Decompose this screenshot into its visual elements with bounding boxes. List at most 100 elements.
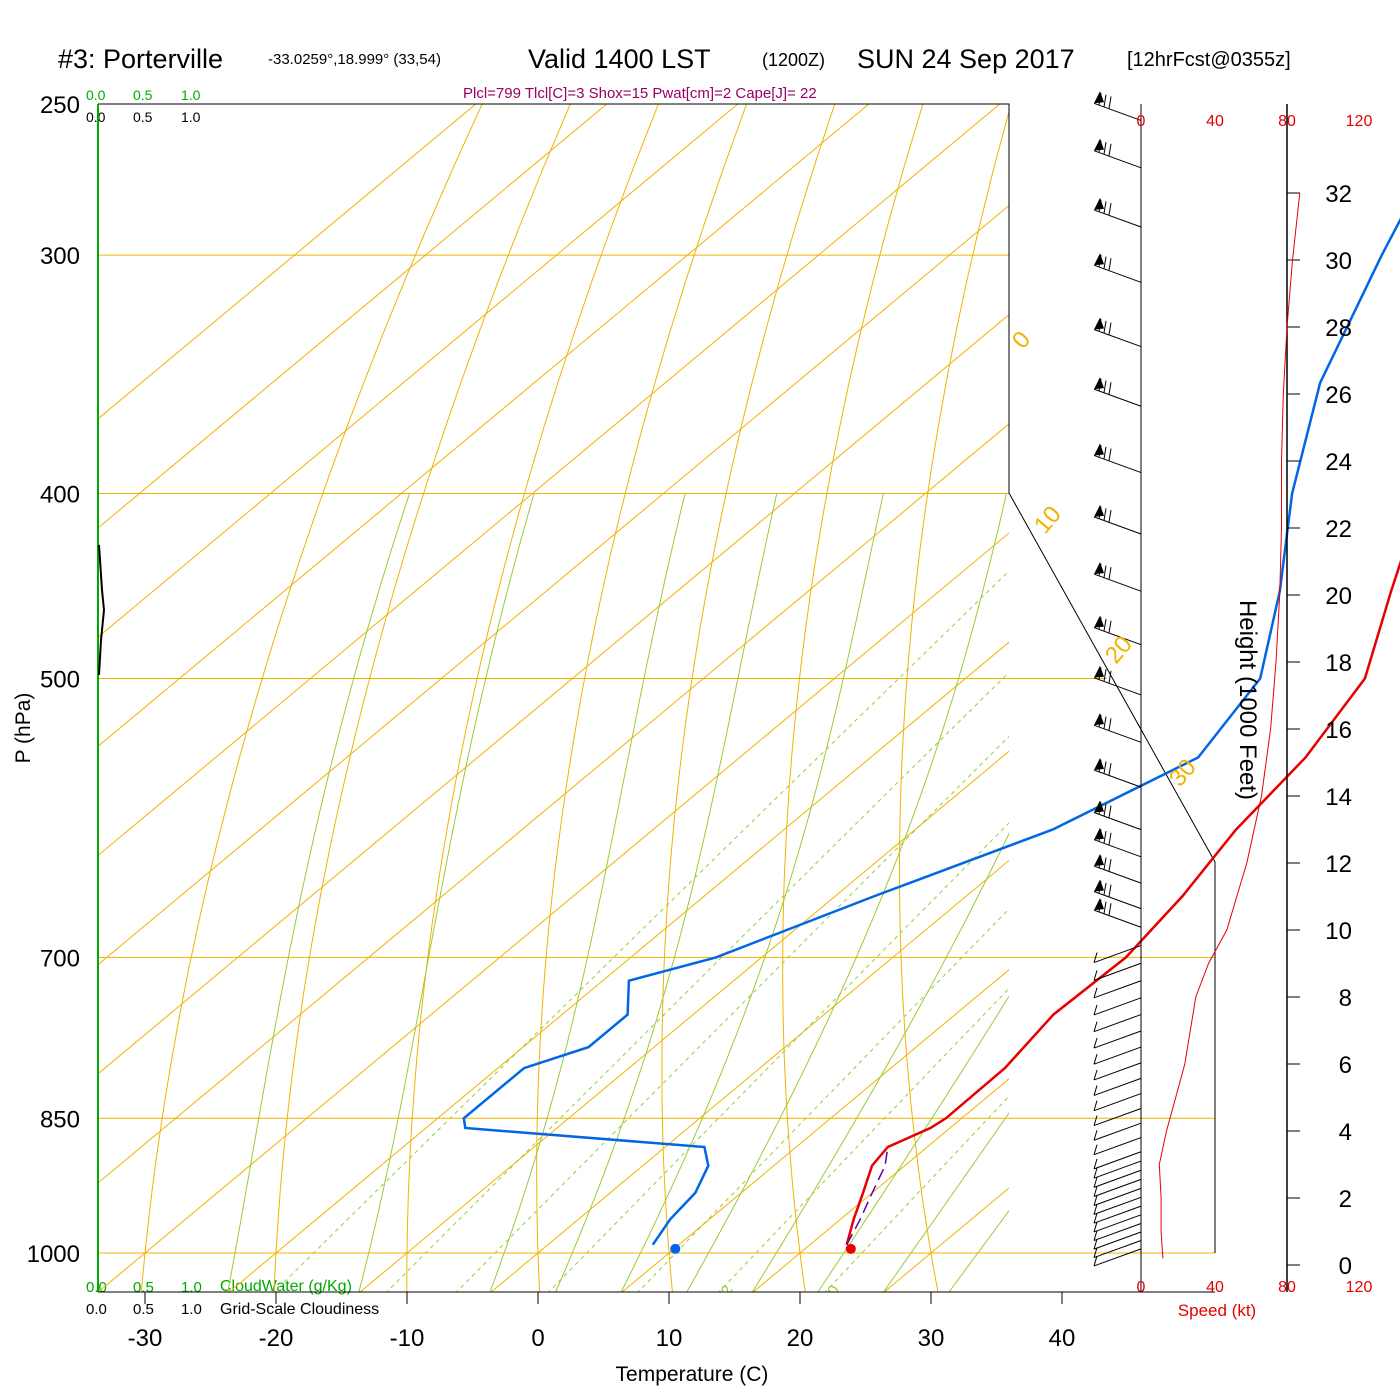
wind-barb-staff	[1093, 980, 1142, 999]
wind-barb-feather	[1093, 1085, 1098, 1096]
dry-adiabat	[406, 104, 659, 1292]
wind-barb	[1093, 1108, 1142, 1127]
height-tick-label: 10	[1325, 918, 1352, 945]
wind-barb-feather	[1103, 901, 1107, 914]
height-tick-label: 4	[1339, 1119, 1352, 1146]
wind-barb-feather	[1098, 254, 1102, 267]
wind-barb-staff	[1093, 1231, 1142, 1250]
bottom-cloudwater-scale: 0.0 0.5 1.0 CloudWater (g/Kg) 0.0 0.5 1.…	[86, 1278, 379, 1318]
wind-barb-feather	[1108, 763, 1112, 776]
wind-barb-staff	[1093, 1151, 1142, 1170]
wind-barb	[1093, 980, 1142, 999]
wind-barb-feather	[1103, 94, 1107, 107]
dry-adiabat	[273, 104, 571, 1292]
height-tick-label: 28	[1325, 315, 1352, 342]
x-tick-label: 40	[1049, 1325, 1076, 1352]
height-tick-label: 14	[1325, 784, 1352, 811]
wind-barb-feather	[1108, 258, 1112, 271]
wind-barb	[1093, 1214, 1142, 1233]
height-tick-label: 2	[1339, 1186, 1352, 1213]
wind-barb-staff	[1093, 1196, 1142, 1215]
height-axis-title: Height (1000 Feet)	[1234, 600, 1261, 800]
wind-barb-feather	[1093, 1204, 1098, 1215]
wind-barb-staff	[1093, 677, 1142, 696]
isotherm-line	[1013, 104, 1400, 1293]
wind-barb	[1093, 1160, 1142, 1179]
x-tick-label: 30	[918, 1325, 945, 1352]
wind-barb-feather	[1108, 96, 1112, 109]
dry-adiabat-label: 20	[1100, 631, 1138, 669]
wind-barb-staff	[1093, 891, 1142, 910]
height-tick-label: 18	[1325, 650, 1352, 677]
wind-barb-pennant	[1094, 562, 1105, 575]
wind-barb-pennant	[1094, 317, 1105, 330]
wind-barb-feather	[1098, 199, 1102, 212]
wind-barb-feather	[1093, 1247, 1098, 1258]
wind-barb	[1093, 1062, 1142, 1081]
wind-barb-feather	[1098, 899, 1102, 912]
wind-barb-feather	[1108, 832, 1112, 845]
bottom-cloudwater-tick-1: 0.5	[133, 1279, 154, 1296]
wind-barb-staff	[1093, 627, 1142, 646]
wind-barb	[1093, 1151, 1142, 1170]
wind-barb-feather	[1093, 1144, 1098, 1155]
x-tick-label: 0	[531, 1325, 544, 1352]
wind-barb-feather	[1103, 142, 1107, 155]
wind-barb-feather	[1093, 1021, 1098, 1032]
top-cloudwater-scale: 0.0 0.5 1.0 0.0 0.5 1.0	[86, 87, 201, 125]
moist-adiabat	[686, 493, 1007, 1292]
isotherm-line	[98, 423, 1009, 1184]
wind-barb-feather	[1103, 803, 1107, 817]
pressure-tick-label: 700	[40, 945, 80, 972]
wind-barb-feather	[1103, 882, 1107, 896]
wind-barb-staff	[1093, 812, 1142, 831]
cloudiness-profile	[98, 544, 106, 676]
wind-barb	[1093, 317, 1142, 348]
wind-barb-staff	[1093, 997, 1142, 1016]
wind-barb-feather	[1098, 445, 1102, 458]
wind-barb-feather	[1108, 509, 1112, 523]
wind-barb-staff	[1093, 388, 1142, 407]
wind-barb-pennant	[1094, 443, 1105, 456]
bottom-cloudiness-tick-0: 0.0	[86, 1301, 107, 1318]
parcel-curve	[846, 1146, 889, 1246]
bottom-cloudiness-tick-2: 1.0	[181, 1301, 202, 1318]
wind-barb-feather	[1098, 506, 1102, 519]
wind-barb-feather	[1103, 857, 1107, 870]
wind-barb-staff	[1093, 724, 1142, 743]
speed-axis-title: Speed (kt)	[1178, 1301, 1256, 1320]
wind-barb-feather	[1098, 617, 1102, 630]
speed-tick-bottom: 120	[1346, 1279, 1373, 1296]
wind-barb-feather	[1093, 1238, 1098, 1250]
wind-barb	[1093, 1122, 1142, 1141]
wind-barb	[1093, 800, 1142, 831]
wind-barb-staff	[1093, 1093, 1142, 1112]
speed-tick-bottom: 80	[1278, 1279, 1296, 1296]
isotherm-line	[98, 104, 608, 529]
wind-barb-feather	[1093, 1255, 1098, 1267]
wind-barb	[1093, 1231, 1142, 1250]
wind-barb-feather	[1093, 1177, 1098, 1188]
wind-barb-pennant	[1094, 377, 1105, 390]
wind-barb-pennant	[1094, 800, 1105, 813]
wind-barb-staff	[1093, 102, 1142, 121]
x-tick-label: -20	[259, 1325, 294, 1352]
wind-barb-staff	[1093, 329, 1142, 348]
wind-barb-staff	[1093, 1014, 1142, 1033]
dry-adiabat-label: 0	[1007, 326, 1036, 354]
wind-barb	[1093, 1223, 1142, 1242]
cloudwater-tick-1: 0.5	[133, 87, 153, 103]
wind-barb-feather	[1098, 378, 1102, 391]
wind-barb-feather	[1108, 567, 1112, 580]
wind-barb-staff	[1093, 1122, 1142, 1141]
wind-barb	[1093, 1014, 1142, 1033]
wind-barb-feather	[1098, 829, 1102, 842]
wind-barb-staff	[1093, 909, 1142, 928]
wind-barb-feather	[1108, 448, 1112, 461]
wind-barb-staff	[1093, 865, 1142, 884]
x-axis-title: Temperature (C)	[616, 1363, 769, 1386]
wind-barb	[1093, 713, 1142, 743]
height-tick-label: 12	[1325, 851, 1352, 878]
wind-barb-pennant	[1094, 898, 1105, 911]
